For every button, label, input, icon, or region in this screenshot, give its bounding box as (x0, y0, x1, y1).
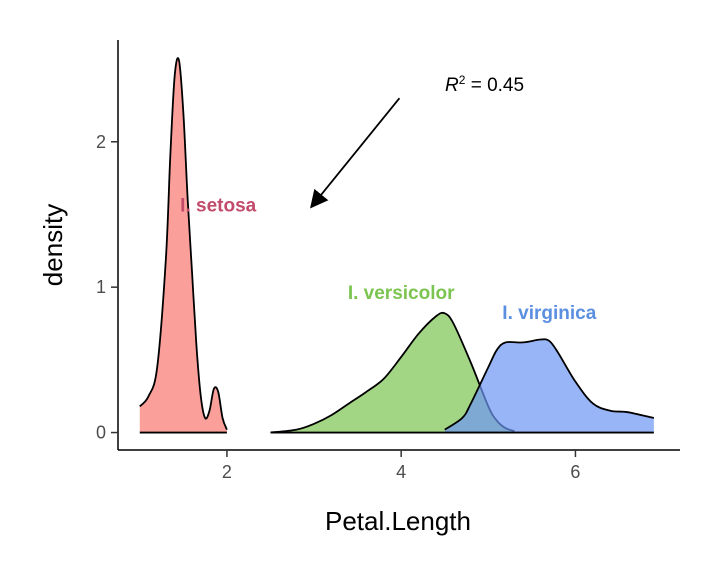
axis-layer (117, 40, 680, 451)
annotation-value: = 0.45 (465, 75, 524, 96)
series-label-i-versicolor: I. versicolor (348, 283, 455, 304)
density-area-i-versicolor (270, 312, 515, 433)
y-tick-label: 0 (96, 423, 106, 443)
series-layer (139, 57, 655, 434)
density-area-i-setosa (139, 58, 227, 433)
density-line-i-setosa (139, 57, 228, 430)
series-label-i-virginica: I. virginica (502, 303, 596, 324)
annotation-layer: R2 = 0.45 (310, 73, 524, 209)
x-tick-label: 4 (396, 462, 406, 482)
series-label-i-setosa: I. setosa (180, 196, 256, 217)
y-axis-title: density (38, 204, 68, 286)
annotation-r-symbol: R (445, 75, 459, 96)
x-axis-title: Petal.Length (325, 506, 471, 536)
label-layer: I. setosa I. versicolor I. virginica (180, 196, 597, 325)
x-tick-label: 6 (570, 462, 580, 482)
density-area-i-virginica (444, 339, 654, 433)
y-tick-label: 2 (96, 132, 106, 152)
annotation-superscript: 2 (459, 73, 466, 87)
y-tick-label: 1 (96, 277, 106, 297)
annotation-r-squared: R2 = 0.45 (445, 73, 524, 96)
annotation-arrow (310, 97, 401, 209)
density-line-i-virginica (444, 338, 655, 431)
x-tick-label: 2 (222, 462, 232, 482)
tick-layer: 2 4 6 0 1 2 (96, 132, 580, 482)
